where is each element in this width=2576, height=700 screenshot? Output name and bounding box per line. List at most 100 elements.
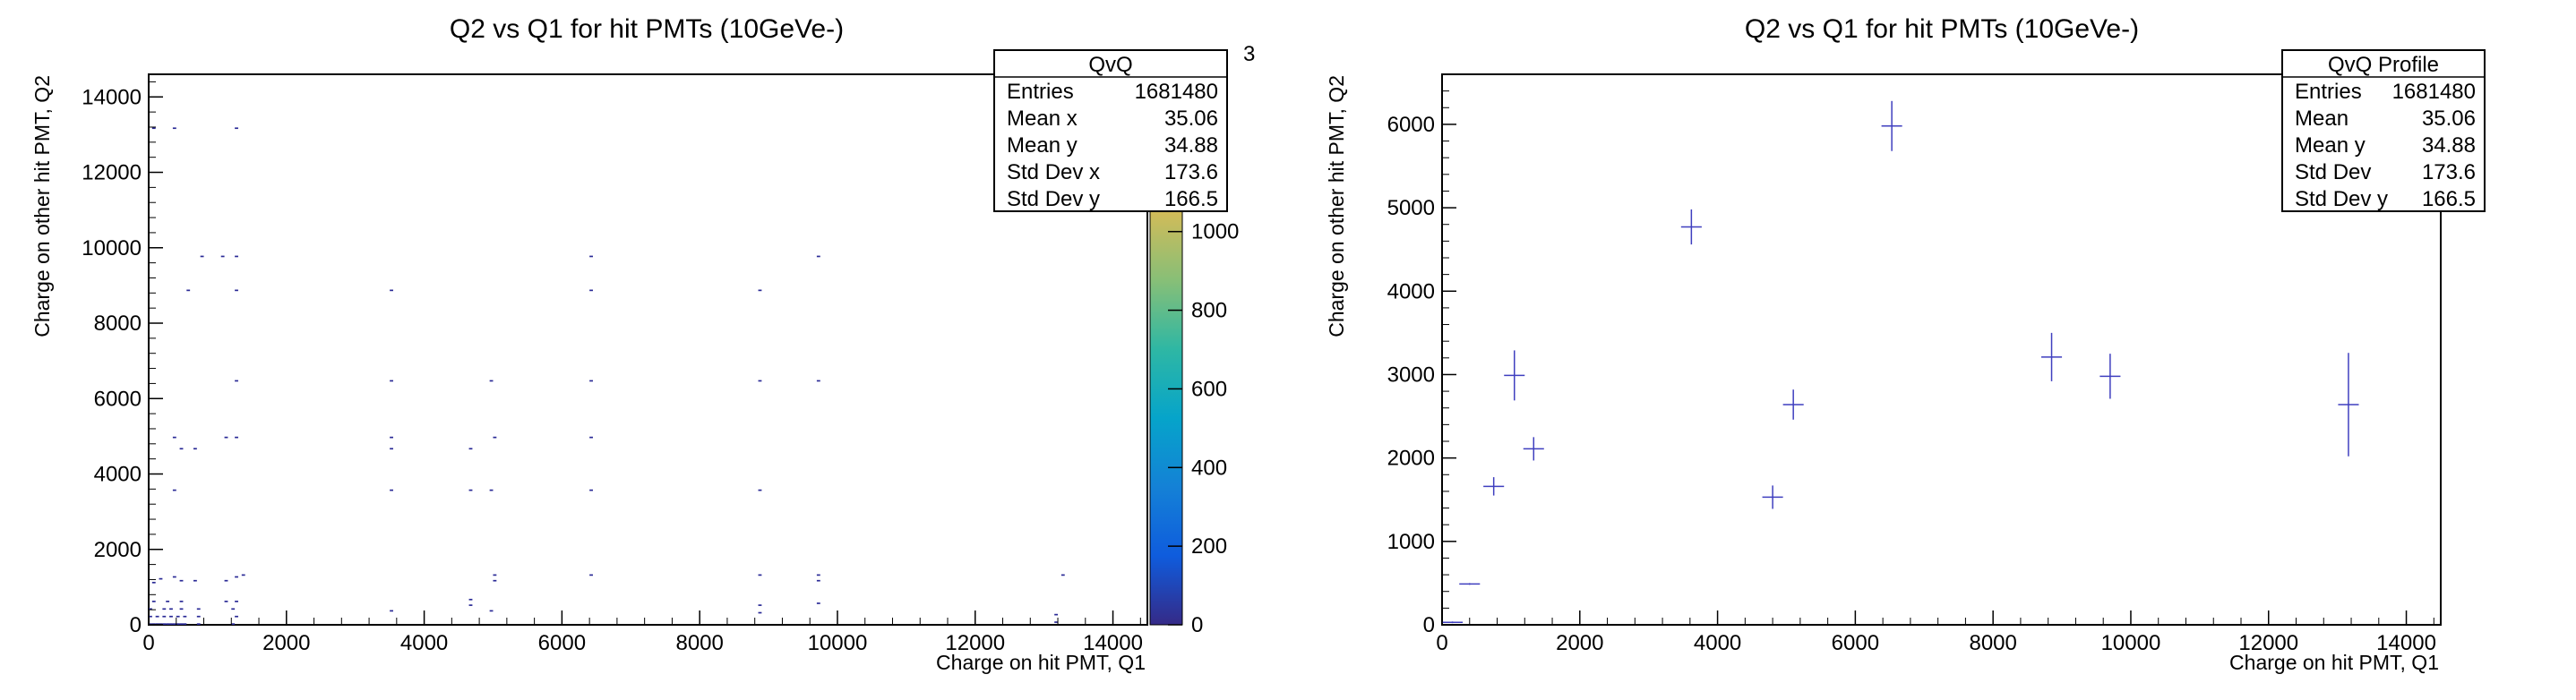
heatmap-cell (176, 623, 180, 625)
stats-label: Entries (2295, 80, 2362, 104)
heatmap-cell (489, 380, 494, 382)
x-tick-label: 0 (142, 631, 154, 655)
x-tick-label: 12000 (2238, 631, 2298, 655)
x-axis: 0 2000 4000 6000 8000 10000 12000 14000 (1436, 610, 2436, 655)
x-tick-label: 8000 (1969, 631, 2016, 655)
profile-point (1881, 100, 1902, 151)
heatmap-cell (816, 255, 820, 258)
chart-title: Q2 vs Q1 for hit PMTs (10GeVe-) (450, 14, 844, 44)
profile-point (1782, 389, 1804, 420)
heatmap-cell (589, 489, 593, 491)
heatmap-cell (179, 623, 184, 625)
heatmap-cell (1060, 574, 1065, 576)
heatmap-cell (196, 623, 201, 625)
heatmap-cell (155, 623, 159, 625)
heatmap-cell (241, 574, 245, 576)
heatmap-cell (172, 576, 176, 578)
heatmap-cell (179, 448, 184, 450)
y-tick-label: 5000 (1387, 196, 1435, 220)
heatmap-cell (489, 489, 494, 491)
heatmap-cell (758, 604, 762, 606)
colorbar-ticks: 0 200 400 600 800 1000 (1168, 220, 1239, 637)
y-tick-label: 6000 (94, 387, 142, 411)
stats-value: 34.88 (1164, 133, 1218, 158)
x-tick-label: 8000 (675, 631, 723, 655)
heatmap-cell (1054, 621, 1059, 623)
y-tick-label: 3000 (1387, 363, 1435, 387)
heatmap-cell (390, 448, 393, 450)
right-profile-pad: Q2 vs Q1 for hit PMTs (10GeVe-) 0 2000 400… (1288, 0, 2576, 700)
heatmap-cell (162, 615, 167, 618)
heatmap-cell (224, 579, 228, 582)
profile-point (1442, 621, 1464, 624)
heatmap-cell (149, 623, 152, 625)
y-tick-label: 4000 (1387, 279, 1435, 303)
x-tick-label: 14000 (2376, 631, 2436, 655)
profile-point (2338, 353, 2359, 457)
heatmap-cell (166, 623, 170, 625)
heatmap-cell (159, 623, 163, 625)
heatmap-cell (468, 598, 473, 601)
y-tick-label: 4000 (94, 463, 142, 487)
colorbar-tick-label: 600 (1191, 377, 1227, 401)
stats-value: 34.88 (2422, 133, 2476, 158)
heatmap-cell (758, 574, 762, 576)
heatmap-cell (220, 255, 225, 258)
x-tick-label: 4000 (1694, 631, 1741, 655)
heatmap-cell (186, 289, 191, 292)
heatmap-cell (169, 623, 173, 625)
y-tick-label: 8000 (94, 312, 142, 336)
heatmap-cell (758, 611, 762, 614)
stats-name: QvQ (1088, 53, 1132, 77)
y-tick-label: 10000 (82, 236, 142, 260)
heatmap-cell (183, 623, 187, 625)
profile-point (1680, 209, 1702, 245)
heatmap-cell (816, 574, 820, 576)
stats-label: Mean (2295, 107, 2348, 131)
stats-label: Std Dev x (1007, 160, 1100, 184)
heatmap-cell (589, 436, 593, 439)
heatmap-cell (816, 602, 820, 604)
heatmap-cell (151, 581, 156, 584)
y-tick-label: 14000 (82, 85, 142, 109)
heatmap-cell (468, 448, 473, 450)
heatmap-cell (1054, 613, 1059, 616)
x-tick-label: 6000 (1832, 631, 1879, 655)
stats-box: QvQ Entries 1681480 Mean x 35.06 Mean y 34.88 S… (993, 49, 1228, 212)
heatmap-cell (196, 608, 201, 610)
heatmap-cell (183, 615, 187, 618)
heatmap-cell (159, 577, 163, 580)
x-tick-label: 6000 (538, 631, 586, 655)
stats-value: 35.06 (1164, 107, 1218, 131)
profile-point (2041, 332, 2063, 381)
heatmap-cell (224, 601, 228, 602)
stats-value: 166.5 (2422, 187, 2476, 211)
heatmap-cell (468, 604, 473, 606)
x-tick-label: 10000 (2101, 631, 2161, 655)
x-axis-label: Charge on hit PMT, Q1 (936, 651, 1146, 674)
y-tick-label: 0 (1423, 613, 1435, 637)
heatmap-cell (235, 576, 238, 578)
colorbar-tick-label: 800 (1191, 299, 1227, 323)
y-axis-label: Charge on other hit PMT, Q2 (1325, 75, 1348, 337)
heatmap-cell (589, 255, 593, 258)
plot-frame (148, 73, 1148, 626)
chart-title: Q2 vs Q1 for hit PMTs (10GeVe-) (1745, 14, 2139, 44)
stats-value: 173.6 (1164, 160, 1218, 184)
heatmap-cell (816, 380, 820, 382)
heatmap-cell (172, 489, 176, 491)
heatmap-cell (169, 615, 173, 618)
heatmap-cell (235, 255, 238, 258)
x-tick-label: 12000 (945, 631, 1005, 655)
heatmap-cell (169, 608, 173, 610)
heatmap-cell (589, 574, 593, 576)
x-tick-label: 2000 (1556, 631, 1603, 655)
y-tick-label: 2000 (1387, 447, 1435, 471)
left-histogram-pad: Q2 vs Q1 for hit PMTs (10GeVe-) 0 2000 400… (30, 14, 1255, 674)
heatmap-cell (235, 436, 238, 439)
stats-label: Mean y (2295, 133, 2366, 158)
heatmap-cell (149, 615, 152, 618)
profile-point (1523, 437, 1544, 461)
heatmap-cell (493, 579, 497, 582)
heatmap-cell (196, 615, 201, 618)
